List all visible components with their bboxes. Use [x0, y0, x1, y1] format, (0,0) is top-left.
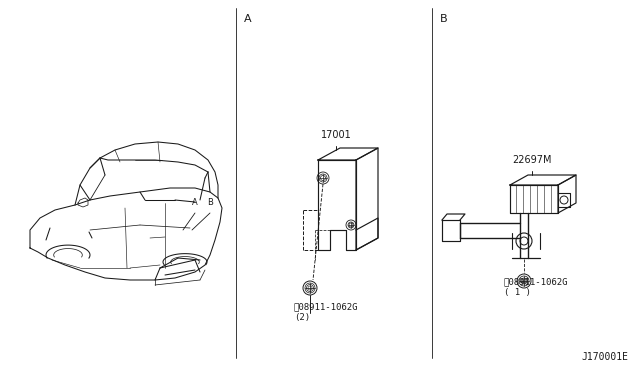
Text: A: A: [244, 14, 252, 24]
Text: ⓝ08911-1062G
( 1 ): ⓝ08911-1062G ( 1 ): [504, 278, 568, 297]
Text: A: A: [192, 198, 198, 207]
Text: B: B: [440, 14, 447, 24]
Text: J170001E: J170001E: [581, 352, 628, 362]
Text: 22697M: 22697M: [512, 155, 552, 165]
Text: B: B: [207, 198, 213, 207]
Text: ⓝ08911-1062G
(2): ⓝ08911-1062G (2): [294, 302, 358, 322]
Text: 17001: 17001: [321, 130, 351, 140]
